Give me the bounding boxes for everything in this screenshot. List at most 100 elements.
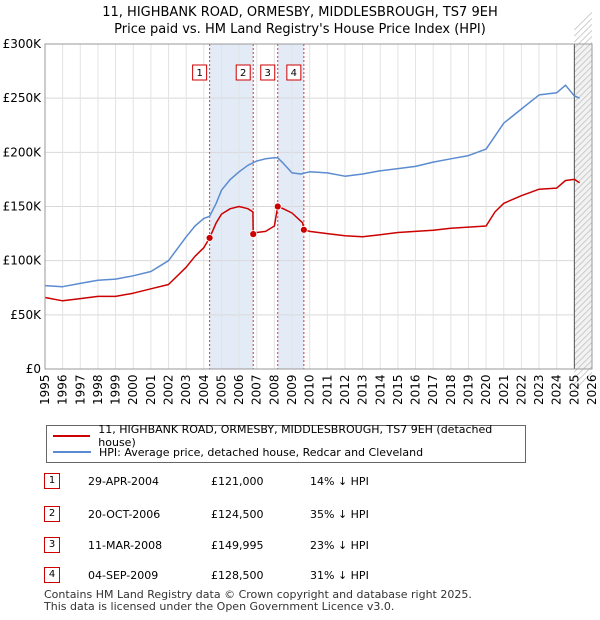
projection-hatch xyxy=(574,66,593,85)
footer-copyright: Contains HM Land Registry data © Crown c… xyxy=(44,588,472,601)
x-tick-label: 2023 xyxy=(532,374,546,405)
x-tick-label: 2020 xyxy=(479,374,493,405)
y-tick-label: £300K xyxy=(3,37,43,51)
projection-hatch xyxy=(574,30,593,49)
sale-3-label: 3 xyxy=(265,68,271,79)
chart-title: 11, HIGHBANK ROAD, ORMESBY, MIDDLESBROUG… xyxy=(0,4,600,38)
sale-row-3: 3 11-MAR-2008 £149,995 23% ↓ HPI xyxy=(44,537,424,555)
projection-hatch xyxy=(574,96,593,115)
projection-hatch xyxy=(574,216,593,235)
legend-swatch-price xyxy=(53,435,91,437)
x-tick-label: 2019 xyxy=(461,374,475,405)
projection-hatch xyxy=(574,192,593,211)
sale-number-badge: 3 xyxy=(44,537,60,553)
x-tick-label: 2015 xyxy=(391,374,405,405)
x-tick-label: 2005 xyxy=(214,374,228,405)
legend-item-price: 11, HIGHBANK ROAD, ORMESBY, MIDDLESBROUG… xyxy=(53,423,525,449)
projection-hatch xyxy=(574,228,593,247)
sale-price: £124,500 xyxy=(211,508,264,521)
sale-2-marker xyxy=(249,230,258,239)
projection-hatch xyxy=(574,342,593,361)
title-subtitle: Price paid vs. HM Land Registry's House … xyxy=(114,22,486,37)
projection-hatch xyxy=(574,168,593,187)
projection-hatch xyxy=(574,48,593,67)
x-tick-label: 2004 xyxy=(197,374,211,405)
sale-hpi-diff: 23% ↓ HPI xyxy=(310,539,369,552)
x-tick-label: 1995 xyxy=(38,374,52,405)
x-tick-label: 2024 xyxy=(550,374,564,405)
sale-4-box xyxy=(286,64,302,81)
projection-hatch xyxy=(574,270,593,289)
projection-hatch xyxy=(574,288,593,307)
sale-number-badge: 4 xyxy=(44,567,60,583)
plot-frame xyxy=(44,43,593,370)
projection-hatch xyxy=(574,60,593,79)
y-tick-label: £250K xyxy=(3,91,43,105)
sale-2-box xyxy=(235,64,251,81)
projection-hatch xyxy=(574,276,593,295)
projection-hatch xyxy=(574,324,593,343)
sale-hpi-diff: 35% ↓ HPI xyxy=(310,508,369,521)
legend-swatch-hpi xyxy=(53,451,91,453)
sale-3-box xyxy=(260,64,276,81)
projection-hatch xyxy=(574,102,593,121)
projection-hatch xyxy=(574,162,593,181)
projection-hatch xyxy=(574,18,593,37)
legend-item-hpi: HPI: Average price, detached house, Redc… xyxy=(53,444,423,460)
footer: Contains HM Land Registry data © Crown c… xyxy=(44,589,472,613)
sale-4-marker xyxy=(299,225,308,234)
sale-price: £149,995 xyxy=(211,539,264,552)
sale-number-badge: 2 xyxy=(44,506,60,522)
projection-hatch xyxy=(574,54,593,73)
x-tick-label: 2007 xyxy=(250,374,264,405)
projection-hatch xyxy=(574,12,593,31)
projection-hatch xyxy=(574,222,593,241)
sale-date: 04-SEP-2009 xyxy=(88,569,159,582)
sale-date: 20-OCT-2006 xyxy=(88,508,161,521)
x-tick-label: 2003 xyxy=(179,374,193,405)
x-tick-label: 1997 xyxy=(73,374,87,405)
y-tick-label: £100K xyxy=(3,254,43,268)
projection-hatch xyxy=(574,174,593,193)
x-tick-label: 2013 xyxy=(356,374,370,405)
projection-hatch xyxy=(574,72,593,91)
x-tick-label: 2016 xyxy=(409,374,423,405)
x-tick-label: 2021 xyxy=(497,374,511,405)
projection-hatch xyxy=(574,306,593,325)
sale-1-marker xyxy=(205,234,214,242)
projection-hatch xyxy=(574,150,593,169)
projection-hatch xyxy=(574,198,593,217)
projection-hatch xyxy=(574,114,593,133)
projection-hatch xyxy=(574,234,593,253)
x-tick-label: 2010 xyxy=(303,374,317,405)
projection-hatch xyxy=(574,84,593,103)
projection-hatch xyxy=(574,264,593,283)
hpi-line xyxy=(44,84,580,288)
x-tick-label: 2006 xyxy=(232,374,246,405)
projection-hatch xyxy=(574,330,593,349)
projection-hatch xyxy=(574,258,593,277)
x-tick-label: 2025 xyxy=(567,374,581,405)
y-tick-label: £200K xyxy=(3,145,43,159)
x-tick-label: 2000 xyxy=(126,374,140,405)
projection-hatch xyxy=(574,120,593,139)
projection-hatch xyxy=(574,348,593,367)
x-tick-label: 2026 xyxy=(585,374,599,405)
sale-2-label: 2 xyxy=(240,68,246,79)
x-tick-label: 2017 xyxy=(426,374,440,405)
x-tick-label: 2009 xyxy=(285,374,299,405)
projection-hatch xyxy=(574,138,593,157)
projection-hatch xyxy=(574,294,593,313)
projection-hatch xyxy=(574,180,593,199)
projection-hatch xyxy=(574,126,593,145)
sale-date: 11-MAR-2008 xyxy=(88,539,163,552)
projection-hatch xyxy=(574,42,593,61)
sale-row-2: 2 20-OCT-2006 £124,500 35% ↓ HPI xyxy=(44,506,424,524)
projection-hatch xyxy=(574,108,593,127)
projection-hatch xyxy=(574,336,593,355)
projection-hatch xyxy=(574,252,593,271)
y-tick-label: £0 xyxy=(26,362,41,376)
x-tick-label: 2011 xyxy=(320,374,334,405)
projection-hatch xyxy=(574,24,593,43)
sale-1-label: 1 xyxy=(196,68,202,79)
